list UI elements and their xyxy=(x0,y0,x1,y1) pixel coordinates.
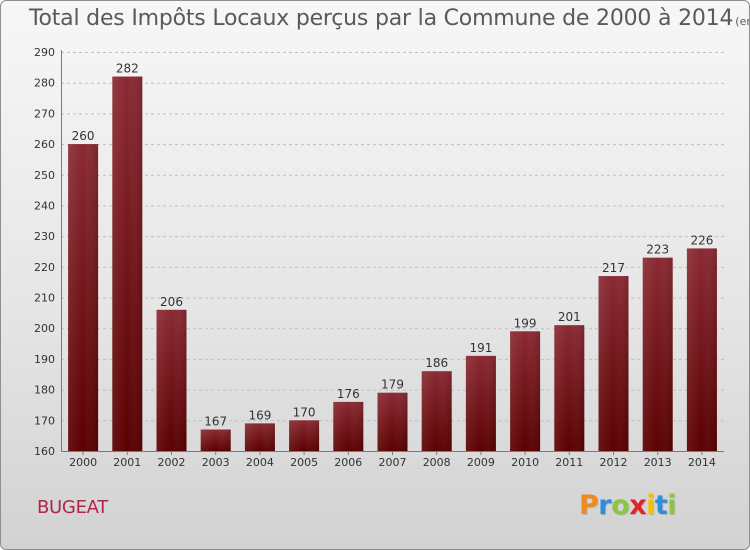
x-tick-label: 2000 xyxy=(69,456,97,469)
x-tick-label: 2010 xyxy=(511,456,539,469)
y-tick-label: 290 xyxy=(34,46,55,59)
x-tick-label: 2006 xyxy=(334,456,362,469)
bar-shading xyxy=(156,309,187,451)
x-tick-label: 2012 xyxy=(600,456,628,469)
bar-shading xyxy=(377,392,408,451)
bar-shading xyxy=(244,423,275,451)
y-tick-label: 280 xyxy=(34,77,55,90)
bar-layer xyxy=(68,76,717,452)
y-tick-label: 190 xyxy=(34,353,55,366)
bar-value-label: 217 xyxy=(602,261,625,275)
logo-letter: i xyxy=(646,490,655,521)
axis-layer: 160 170 180 190 200 210 220 230 240 250 260 270 280 2… xyxy=(34,46,724,469)
x-tick-label: 2008 xyxy=(423,456,451,469)
x-tick-label: 2009 xyxy=(467,456,495,469)
bar-value-label: 260 xyxy=(72,129,95,143)
y-tick-label: 200 xyxy=(34,322,55,335)
bar-value-label: 167 xyxy=(204,415,227,429)
logo-letter: x xyxy=(629,490,647,521)
bar-shading xyxy=(465,355,496,451)
bar-shading xyxy=(510,331,541,451)
logo-letter: o xyxy=(611,490,630,521)
y-tick-label: 230 xyxy=(34,230,55,243)
x-tick-label: 2005 xyxy=(290,456,318,469)
y-tick-label: 170 xyxy=(34,414,55,427)
y-tick-label: 160 xyxy=(34,445,55,458)
bar-shading xyxy=(554,325,585,451)
proxiti-logo: Proxiti xyxy=(579,490,677,521)
label-layer: 260 282 206 167 169 170 176 179 186 191 199 201 217 2… xyxy=(72,62,714,429)
bar-shading xyxy=(68,144,99,452)
bar-shading xyxy=(200,429,231,451)
y-tick-label: 220 xyxy=(34,261,55,274)
y-tick-label: 210 xyxy=(34,292,55,305)
y-tick-label: 250 xyxy=(34,169,55,182)
commune-name: BUGEAT xyxy=(37,497,108,518)
logo-letter: r xyxy=(598,490,612,521)
x-tick-label: 2002 xyxy=(158,456,186,469)
bar-value-label: 169 xyxy=(248,408,271,422)
bar-value-label: 223 xyxy=(646,243,669,257)
bar-shading xyxy=(333,401,364,451)
x-tick-label: 2001 xyxy=(113,456,141,469)
chart-title-block: Total des Impôts Locaux perçus par la Co… xyxy=(29,6,749,31)
bar-value-label: 282 xyxy=(116,62,139,76)
logo-letter: P xyxy=(579,490,599,521)
bar-shading xyxy=(112,76,143,452)
bar-value-label: 201 xyxy=(558,310,581,324)
y-tick-label: 260 xyxy=(34,138,55,151)
bar-shading xyxy=(598,276,629,451)
bar-shading xyxy=(289,420,320,451)
logo-letter: t xyxy=(654,490,668,521)
bar-value-label: 170 xyxy=(293,405,316,419)
x-tick-label: 2014 xyxy=(688,456,716,469)
x-tick-label: 2007 xyxy=(379,456,407,469)
x-tick-label: 2011 xyxy=(555,456,583,469)
bar-shading xyxy=(642,257,673,451)
bar-value-label: 191 xyxy=(469,341,492,355)
y-tick-label: 270 xyxy=(34,107,55,120)
y-tick-label: 180 xyxy=(34,384,55,397)
bar-value-label: 226 xyxy=(690,233,713,247)
y-tick-label: 240 xyxy=(34,199,55,212)
bar-value-label: 179 xyxy=(381,378,404,392)
bar-shading xyxy=(421,371,452,451)
bar-value-label: 176 xyxy=(337,387,360,401)
bar-value-label: 206 xyxy=(160,295,183,309)
chart-title: Total des Impôts Locaux perçus par la Co… xyxy=(29,6,734,31)
x-tick-label: 2004 xyxy=(246,456,274,469)
bar-value-label: 199 xyxy=(514,316,537,330)
x-tick-label: 2013 xyxy=(644,456,672,469)
unit-note: (en milliers d'€) xyxy=(735,15,749,28)
logo-letter: i xyxy=(667,490,677,521)
bar-shading xyxy=(686,248,717,451)
bar-value-label: 186 xyxy=(425,356,448,370)
x-tick-label: 2003 xyxy=(202,456,230,469)
